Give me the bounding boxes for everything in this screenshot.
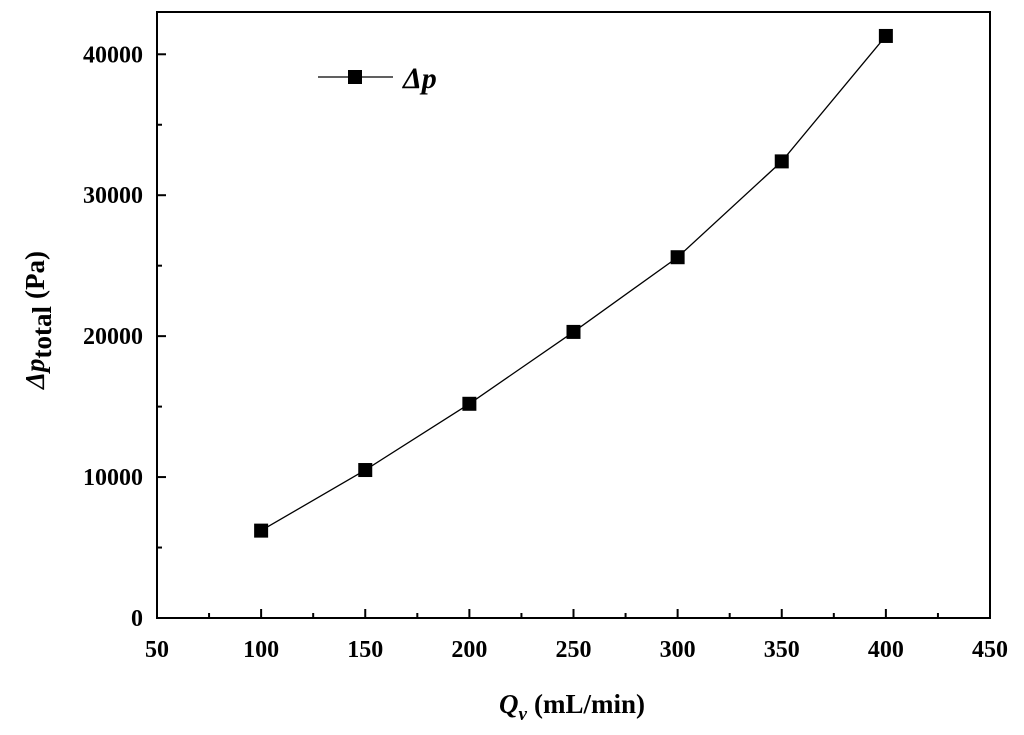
- x-tick-label: 50: [145, 637, 169, 663]
- y-tick-label: 10000: [83, 465, 143, 491]
- x-tick-label: 400: [868, 637, 904, 663]
- series-layer: [254, 28, 893, 538]
- y-tick-label: 30000: [83, 183, 143, 209]
- x-axis-title: Qv (mL/min): [499, 689, 645, 725]
- y-axis-ticks: 0 10000 20000 30000 40000: [83, 42, 166, 632]
- legend: Δp: [318, 62, 437, 95]
- legend-label: Δp: [402, 62, 437, 95]
- x-tick-label: 150: [347, 637, 383, 663]
- data-point: [254, 523, 269, 538]
- x-tick-label: 450: [972, 637, 1008, 663]
- data-point: [566, 324, 581, 339]
- y-tick-label: 40000: [83, 42, 143, 68]
- data-point: [358, 463, 373, 478]
- x-tick-label: 200: [451, 637, 487, 663]
- series-line: [260, 35, 887, 532]
- data-point: [462, 396, 477, 411]
- y-tick-label: 0: [131, 606, 143, 632]
- x-tick-label: 350: [764, 637, 800, 663]
- plot-frame: [156, 11, 991, 619]
- x-tick-label: 250: [556, 637, 592, 663]
- y-tick-label: 20000: [83, 324, 143, 350]
- data-point: [878, 28, 893, 43]
- y-axis-title: Δptotal(Pa): [20, 251, 57, 390]
- x-axis-ticks: 50 100 150 200 250 300 350 400 450: [145, 609, 1008, 663]
- data-point: [670, 250, 685, 265]
- legend-marker: [348, 70, 362, 84]
- x-tick-label: 300: [660, 637, 696, 663]
- x-tick-label: 100: [243, 637, 279, 663]
- data-point: [774, 154, 789, 169]
